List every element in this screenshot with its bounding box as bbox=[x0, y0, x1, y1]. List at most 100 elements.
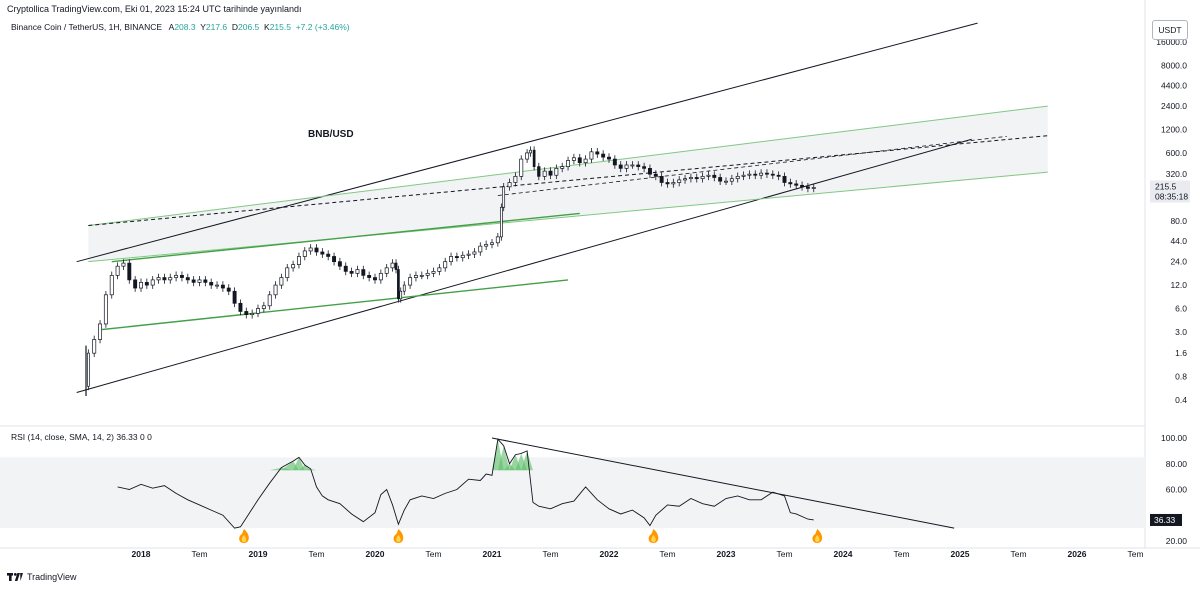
currency-button[interactable]: USDT bbox=[1152, 20, 1188, 40]
candle-body bbox=[361, 269, 366, 276]
rsi-axis-tick: 100.00 bbox=[1161, 433, 1187, 443]
rsi-trendline[interactable] bbox=[491, 437, 955, 529]
price-axis-tick: 3.0 bbox=[1175, 327, 1187, 337]
candle-body bbox=[589, 151, 594, 160]
candle-body bbox=[770, 173, 775, 176]
candle-body bbox=[285, 267, 290, 278]
time-axis-label: 2019 bbox=[249, 549, 268, 559]
candle-body bbox=[308, 247, 313, 252]
candle-body bbox=[273, 284, 278, 296]
candle-body bbox=[408, 277, 413, 286]
time-axis-label: 2026 bbox=[1068, 549, 1087, 559]
current-price-label: 215.5 bbox=[1155, 182, 1177, 192]
candle-body bbox=[747, 173, 752, 176]
time-axis-label: 2022 bbox=[600, 549, 619, 559]
candle-body bbox=[296, 256, 301, 265]
candle-body bbox=[624, 164, 629, 169]
candle-body bbox=[103, 294, 108, 325]
candle-body bbox=[373, 277, 377, 281]
low-label: D bbox=[231, 22, 239, 32]
median-dashed-line[interactable] bbox=[497, 135, 1007, 196]
candle-body bbox=[601, 153, 606, 158]
candle-body bbox=[560, 166, 565, 169]
candle-body bbox=[419, 275, 424, 277]
candle-body bbox=[782, 175, 787, 183]
time-axis-label: 2024 bbox=[834, 549, 853, 559]
candle-body bbox=[519, 158, 524, 177]
candle-body bbox=[607, 156, 611, 160]
candle-body bbox=[513, 175, 518, 183]
candle-body bbox=[226, 287, 231, 292]
candle-body bbox=[320, 251, 325, 255]
candle-body bbox=[647, 168, 652, 175]
candle-body bbox=[150, 279, 155, 286]
rsi-line[interactable] bbox=[117, 438, 814, 529]
price-axis-tick: 8000.0 bbox=[1161, 60, 1187, 70]
candle-body bbox=[390, 262, 395, 269]
time-axis-label: Tem bbox=[191, 549, 207, 559]
candle-body bbox=[659, 175, 664, 183]
price-axis-tick: 0.8 bbox=[1175, 372, 1187, 382]
candle-body bbox=[437, 267, 442, 272]
rsi-legend[interactable]: RSI (14, close, SMA, 14, 2) 36.33 0 0 bbox=[11, 432, 152, 442]
candle-body bbox=[250, 312, 255, 316]
candle-body bbox=[174, 275, 179, 278]
candle-body bbox=[653, 173, 658, 177]
current-price-badge bbox=[1150, 180, 1190, 203]
rsi-axis-tick: 20.00 bbox=[1166, 536, 1188, 546]
price-axis-tick: 6.0 bbox=[1175, 304, 1187, 314]
lower-black-channel-line[interactable] bbox=[76, 138, 972, 393]
candle-body bbox=[314, 247, 319, 253]
candle-body bbox=[595, 151, 600, 155]
fire-core bbox=[241, 535, 247, 542]
low-value: 206.5 bbox=[238, 22, 260, 32]
price-axis-tick: 0.4 bbox=[1175, 395, 1187, 405]
candle-body bbox=[238, 302, 243, 312]
symbol-name[interactable]: Binance Coin / TetherUS, 1H, BINANCE bbox=[11, 22, 163, 32]
candle-body bbox=[302, 250, 307, 257]
open-label: A bbox=[168, 22, 175, 32]
upper-black-channel-line[interactable] bbox=[76, 22, 978, 263]
candle-body bbox=[583, 158, 588, 163]
close-label: K bbox=[264, 22, 270, 32]
bnb-usd-annotation[interactable]: BNB/USD bbox=[308, 129, 354, 140]
candle-body bbox=[209, 282, 214, 286]
candle-body bbox=[244, 311, 249, 316]
time-axis-label: Tem bbox=[659, 549, 675, 559]
candle-body bbox=[642, 166, 647, 169]
candle-body bbox=[215, 284, 220, 287]
candle-body bbox=[291, 264, 296, 269]
candle-body bbox=[532, 149, 536, 167]
candle-body bbox=[156, 277, 161, 281]
footer-brand[interactable]: TradingView bbox=[7, 572, 77, 582]
green-line-lower-line[interactable] bbox=[99, 279, 569, 331]
candle-body bbox=[355, 269, 360, 274]
candle-body bbox=[694, 177, 699, 180]
candle-body bbox=[86, 352, 90, 387]
rsi-value-label: 36.33 bbox=[1154, 515, 1176, 525]
price-axis-tick: 1.6 bbox=[1175, 348, 1187, 358]
candle-body bbox=[724, 180, 728, 183]
candle-body bbox=[115, 265, 120, 276]
time-axis-label: 2021 bbox=[483, 549, 502, 559]
candle-body bbox=[394, 262, 398, 270]
green-channel-bottom-line[interactable] bbox=[88, 171, 1048, 263]
price-axis-tick: 4400.0 bbox=[1161, 81, 1187, 91]
time-axis-label: 2025 bbox=[951, 549, 970, 559]
time-axis-label: 2020 bbox=[366, 549, 385, 559]
candle-body bbox=[554, 168, 559, 176]
candle-body bbox=[203, 279, 208, 283]
price-axis-tick: 24.0 bbox=[1170, 257, 1187, 267]
rsi-value-badge bbox=[1150, 513, 1182, 526]
candle-body bbox=[454, 256, 459, 259]
candle-body bbox=[384, 267, 389, 274]
time-axis-label: 2018 bbox=[132, 549, 151, 559]
candle-body bbox=[378, 272, 383, 281]
candle-body bbox=[495, 236, 500, 244]
candle-body bbox=[618, 164, 623, 169]
candle-body bbox=[179, 275, 184, 278]
candle-body bbox=[133, 279, 138, 289]
close-value: 215.5 bbox=[269, 22, 291, 32]
